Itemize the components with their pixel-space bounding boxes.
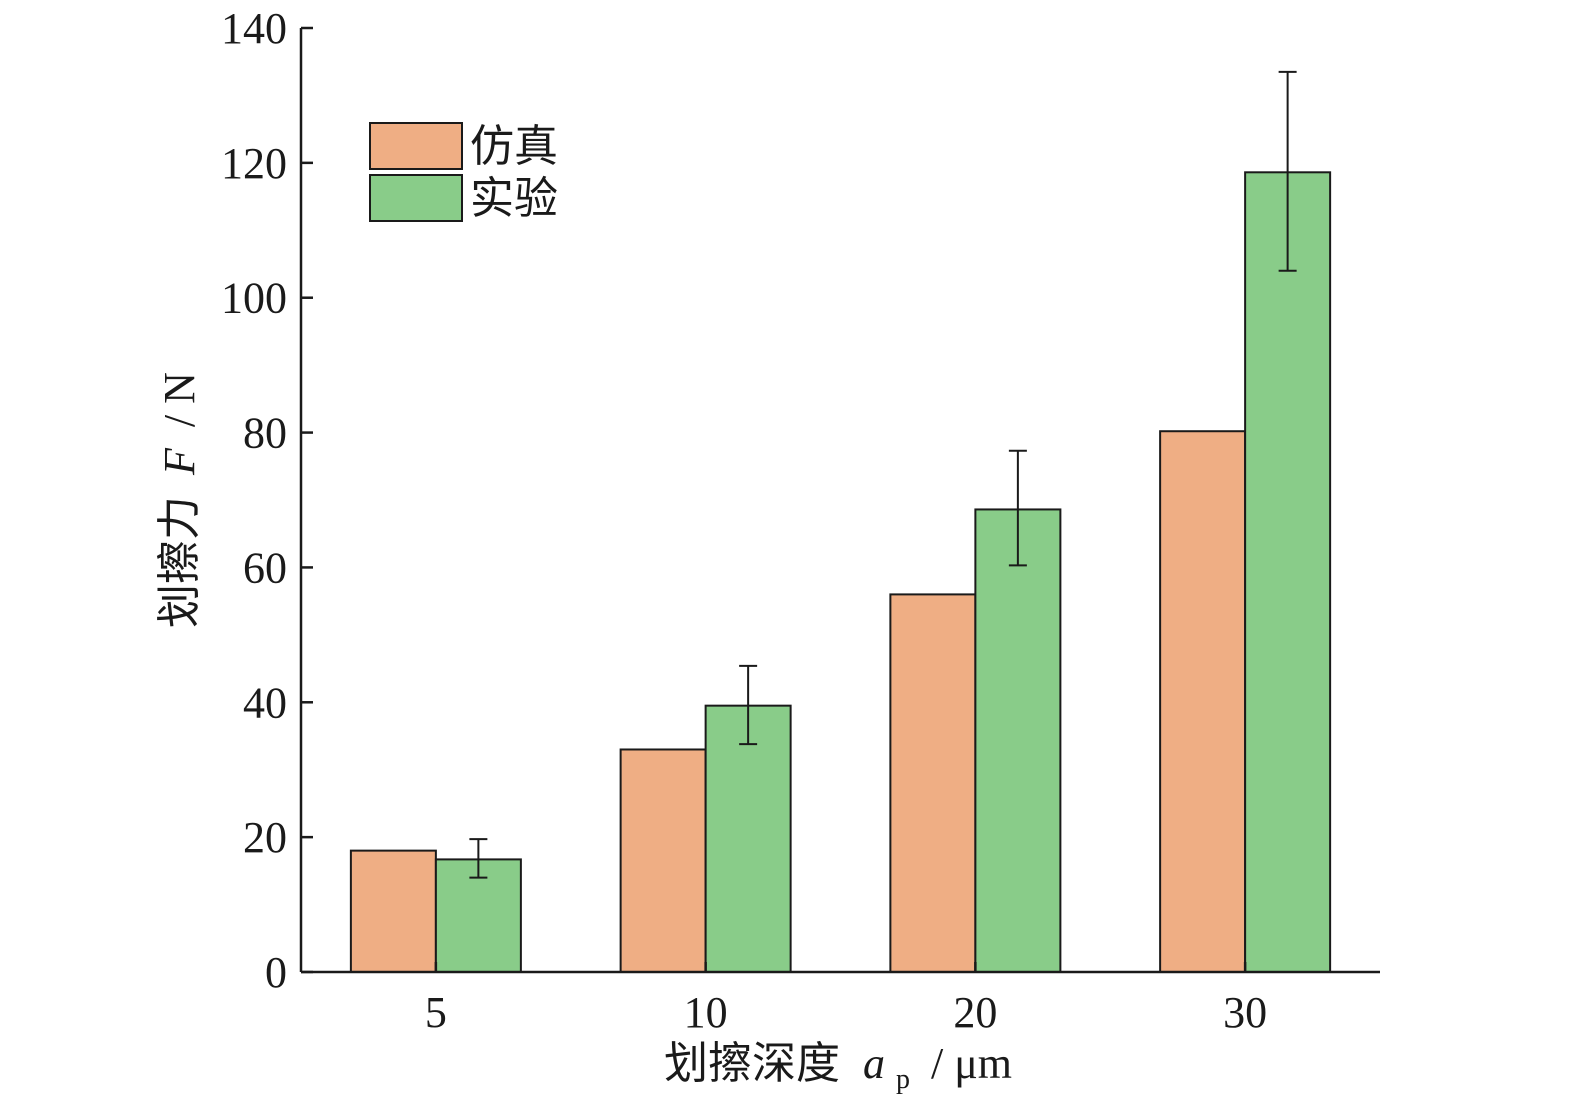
x-tick-label-20: 20 bbox=[953, 988, 997, 1037]
y-tick-label-0: 0 bbox=[265, 948, 287, 997]
y-tick-label-40: 40 bbox=[243, 678, 287, 727]
y-axis-title-label: 划擦力 bbox=[155, 496, 204, 628]
y-tick-label-120: 120 bbox=[221, 139, 287, 188]
bar-仿真-30 bbox=[1159, 430, 1247, 974]
y-axis-title-symbol: F bbox=[155, 447, 204, 476]
x-axis-title-label: 划擦深度 bbox=[664, 1039, 840, 1088]
bar-实验-30 bbox=[1244, 171, 1332, 974]
y-tick-label-60: 60 bbox=[243, 543, 287, 592]
x-tick-label-5: 5 bbox=[425, 988, 447, 1037]
y-tick-label-20: 20 bbox=[243, 813, 287, 862]
y-axis-title-unit: / N bbox=[155, 372, 204, 427]
legend-swatch-仿真 bbox=[369, 122, 463, 170]
error-bars-layer bbox=[469, 70, 1297, 879]
legend-label-仿真: 仿真 bbox=[470, 122, 558, 171]
x-tick-label-30: 30 bbox=[1223, 988, 1267, 1037]
bar-仿真-20 bbox=[889, 593, 977, 974]
x-axis-title-symbol: a bbox=[863, 1039, 885, 1088]
x-axis-title-subscript: p bbox=[896, 1064, 910, 1095]
x-axis-title: 划擦深度 a p / μm bbox=[664, 1039, 1012, 1098]
bar-实验-10 bbox=[704, 704, 792, 974]
y-tick-label-80: 80 bbox=[243, 409, 287, 458]
y-tick-label-140: 140 bbox=[221, 4, 287, 53]
x-tick-label-10: 10 bbox=[684, 988, 728, 1037]
x-axis-title-unit: / μm bbox=[931, 1039, 1012, 1088]
bar-仿真-5 bbox=[349, 849, 437, 974]
axes-layer: 0 20 40 60 80 100 120 140 5 10 20 30 bbox=[221, 4, 1380, 1037]
bar-仿真-10 bbox=[619, 748, 707, 973]
bars-layer bbox=[349, 171, 1332, 974]
y-axis-title: 划擦力 F / N bbox=[155, 372, 204, 628]
bar-实验-20 bbox=[974, 508, 1062, 973]
y-tick-label-100: 100 bbox=[221, 274, 287, 323]
legend-swatch-实验 bbox=[369, 174, 463, 222]
legend-label-实验: 实验 bbox=[470, 174, 558, 223]
